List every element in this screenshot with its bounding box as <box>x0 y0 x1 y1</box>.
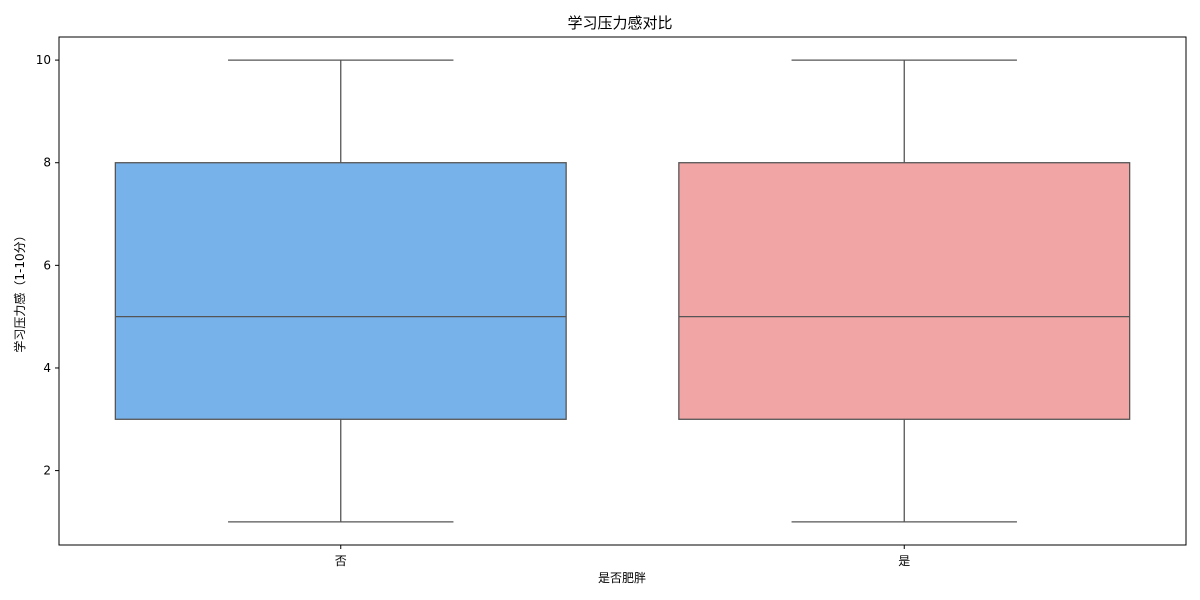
x-axis-label: 是否肥胖 <box>598 571 646 585</box>
box-yes <box>678 162 1131 420</box>
x-tick-label: 是 <box>898 554 910 568</box>
y-tick-label: 8 <box>43 156 51 170</box>
y-tick-label: 4 <box>43 361 51 375</box>
plot-area <box>114 59 1131 523</box>
y-tick-label: 2 <box>43 464 51 478</box>
y-axis-label: 学习压力感（1-10分） <box>12 229 27 352</box>
x-tick-label: 否 <box>335 554 347 568</box>
box-no <box>114 162 567 420</box>
plot-frame <box>58 36 1187 546</box>
y-tick-label: 10 <box>36 53 51 67</box>
y-tick-label: 6 <box>43 258 51 272</box>
chart-title: 学习压力感对比 <box>567 14 672 32</box>
